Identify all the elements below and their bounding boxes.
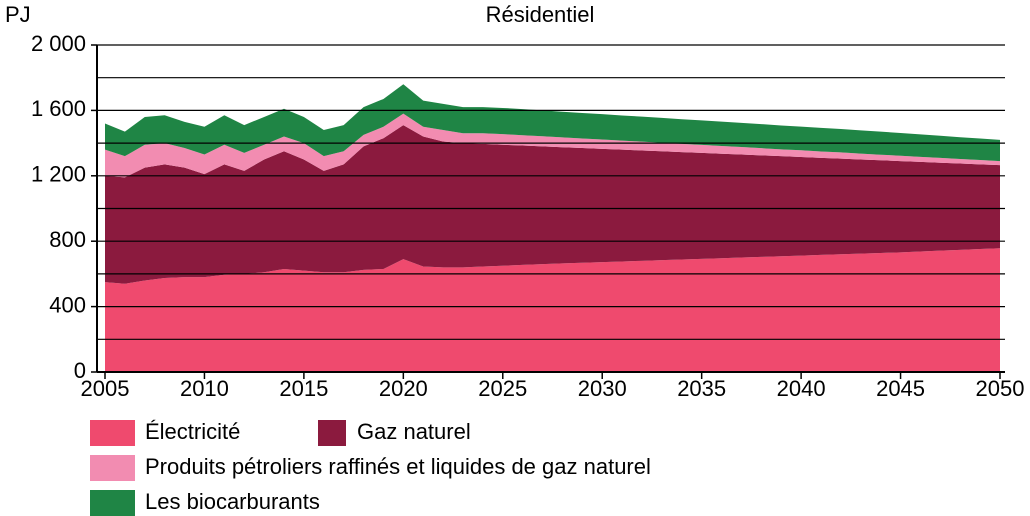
x-tick-label: 2015	[279, 376, 328, 401]
legend-label: Électricité	[145, 419, 240, 444]
area	[105, 248, 1000, 372]
y-tick-label: 400	[49, 292, 86, 317]
y-axis-label: PJ	[5, 2, 31, 27]
area	[105, 113, 1000, 178]
y-tick-label: 1 200	[31, 162, 86, 187]
x-tick-label: 2050	[976, 376, 1025, 401]
legend-label: Les biocarburants	[145, 489, 320, 514]
y-tick-label: 1 600	[31, 96, 86, 121]
x-tick-label: 2020	[379, 376, 428, 401]
x-tick-label: 2045	[876, 376, 925, 401]
y-tick-label: 2 000	[31, 31, 86, 56]
x-tick-label: 2005	[81, 376, 130, 401]
chart-title: Résidentiel	[486, 2, 595, 27]
area	[105, 84, 1000, 162]
x-tick-label: 2030	[578, 376, 627, 401]
y-tick-label: 800	[49, 227, 86, 252]
legend-swatch	[90, 420, 135, 446]
x-tick-label: 2040	[777, 376, 826, 401]
x-tick-label: 2010	[180, 376, 229, 401]
legend-label: Produits pétroliers raffinés et liquides…	[145, 454, 651, 479]
y-tick-label: 0	[74, 358, 86, 383]
x-tick-label: 2035	[677, 376, 726, 401]
legend-label: Gaz naturel	[357, 419, 471, 444]
legend-swatch	[318, 420, 346, 446]
legend-swatch	[90, 490, 135, 516]
x-tick-label: 2025	[478, 376, 527, 401]
legend-swatch	[90, 455, 135, 481]
area	[105, 125, 1000, 284]
